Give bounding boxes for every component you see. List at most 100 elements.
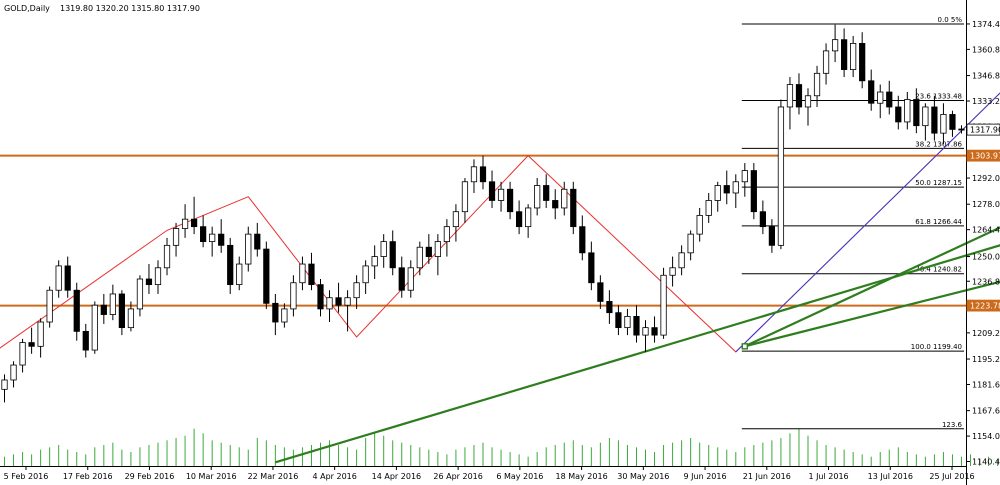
price-tick-label: 1154.00 xyxy=(972,432,1000,441)
candle-bullish xyxy=(741,170,748,183)
candle-bullish xyxy=(19,342,26,366)
time-tick-label: 22 Mar 2016 xyxy=(248,472,299,481)
candle-bearish xyxy=(506,188,514,213)
candle-bullish xyxy=(452,211,460,228)
fib-level-label: 100.0 1199.40 xyxy=(911,343,962,351)
candle-bullish xyxy=(687,233,694,254)
time-tick-label: 10 Mar 2016 xyxy=(186,472,237,481)
candle-bearish xyxy=(479,166,487,183)
time-tick-label: 6 May 2016 xyxy=(496,472,543,481)
candle-bullish xyxy=(236,263,243,286)
candle-bullish xyxy=(561,188,568,209)
candle-bearish xyxy=(190,218,198,228)
candle-bullish xyxy=(37,321,44,347)
candle-bullish xyxy=(877,91,884,104)
candle-bearish xyxy=(425,246,432,257)
time-tick-label: 18 May 2016 xyxy=(556,472,608,481)
candle-bearish xyxy=(759,211,766,228)
candle-bullish xyxy=(353,282,360,299)
candle-bullish xyxy=(804,95,812,108)
candle-bullish xyxy=(786,84,794,108)
candle-bullish xyxy=(127,308,135,329)
price-label: 1303.97 xyxy=(970,152,1000,161)
trendline-2[interactable] xyxy=(275,214,1000,464)
candle-bearish xyxy=(100,304,107,315)
candle-bullish xyxy=(678,252,685,269)
candle-bearish xyxy=(263,248,270,304)
trendline-1[interactable] xyxy=(744,90,1000,348)
candle-bullish xyxy=(904,99,911,123)
price-label: 1317.90 xyxy=(970,126,1000,135)
candle-bullish xyxy=(822,50,830,74)
candle-bullish xyxy=(813,72,821,97)
candle-bearish xyxy=(308,263,315,286)
candle-bullish xyxy=(362,265,369,284)
candle-bearish xyxy=(570,188,577,228)
candle-bullish xyxy=(714,185,721,201)
candle-bearish xyxy=(931,106,938,134)
trendline-anchor-marker[interactable] xyxy=(741,343,749,350)
candle-bearish xyxy=(552,200,559,209)
candle-bearish xyxy=(272,302,279,323)
candle-bullish xyxy=(497,188,505,201)
candle-bullish xyxy=(281,308,288,323)
trendline-3[interactable] xyxy=(744,223,1000,348)
candle-bearish xyxy=(768,226,776,246)
time-tick-label: 1 Jul 2016 xyxy=(808,472,848,481)
candle-bearish xyxy=(389,241,396,269)
candle-bullish xyxy=(461,181,469,213)
time-tick-label: 29 Feb 2016 xyxy=(125,472,175,481)
candle-bullish xyxy=(172,228,180,246)
candle-bearish xyxy=(949,114,956,130)
candle-bullish xyxy=(940,114,947,134)
fib-level-label: 38.2 1307.86 xyxy=(915,140,962,148)
candle-bearish xyxy=(516,211,523,228)
time-tick-label: 26 Apr 2016 xyxy=(433,472,482,481)
candle-bullish xyxy=(380,241,387,257)
price-tick-label: 1360.80 xyxy=(972,45,1000,54)
chart-header-ohlc: 1319.80 1320.20 1315.80 1317.90 xyxy=(60,4,200,13)
price-tick-label: 1181.60 xyxy=(972,380,1000,389)
candle-bearish xyxy=(651,327,658,336)
candle-bullish xyxy=(850,42,857,70)
candle-bullish xyxy=(443,226,450,243)
candle-bearish xyxy=(488,181,496,201)
price-tick-label: 1250.00 xyxy=(972,253,1000,262)
price-label-box xyxy=(966,123,1000,136)
candle-bullish xyxy=(732,181,739,194)
candle-bullish xyxy=(163,244,171,269)
candle-bullish xyxy=(91,304,98,351)
candle-bearish xyxy=(868,80,875,104)
candle-bullish xyxy=(922,106,929,127)
candle-bullish xyxy=(371,256,378,267)
price-tick-label: 1209.20 xyxy=(972,329,1000,338)
candle-bullish xyxy=(245,233,252,265)
price-label-box xyxy=(966,149,1000,162)
zigzag-line xyxy=(0,92,1000,353)
candle-bearish xyxy=(750,170,757,213)
candle-bearish xyxy=(227,244,234,286)
fib-level-label: 23.6 1333.48 xyxy=(915,92,962,100)
price-tick-label: 1374.40 xyxy=(972,20,1000,29)
time-tick-label: 17 Feb 2016 xyxy=(63,472,113,481)
candle-bearish xyxy=(841,39,848,70)
price-tick-label: 1346.80 xyxy=(972,72,1000,81)
candle-bearish xyxy=(218,233,225,246)
candle-bullish xyxy=(46,289,53,323)
candle-bearish xyxy=(606,301,613,314)
price-tick-label: 1195.20 xyxy=(972,355,1000,364)
candle-bullish xyxy=(660,274,667,336)
candle-bearish xyxy=(82,330,89,351)
price-tick-label: 1278.00 xyxy=(972,200,1000,209)
candle-bullish xyxy=(109,293,116,315)
chart-header-symbol: GOLD,Daily xyxy=(4,4,50,13)
price-tick-label: 1167.60 xyxy=(972,407,1000,416)
candle-bullish xyxy=(344,297,351,306)
fib-level-label: 61.8 1266.44 xyxy=(915,218,962,226)
candle-bearish xyxy=(64,265,71,291)
candle-bearish xyxy=(859,42,866,82)
fibonacci-anchor-line[interactable] xyxy=(735,25,1000,353)
candle-bearish xyxy=(795,84,803,108)
candle-bearish xyxy=(723,185,730,194)
